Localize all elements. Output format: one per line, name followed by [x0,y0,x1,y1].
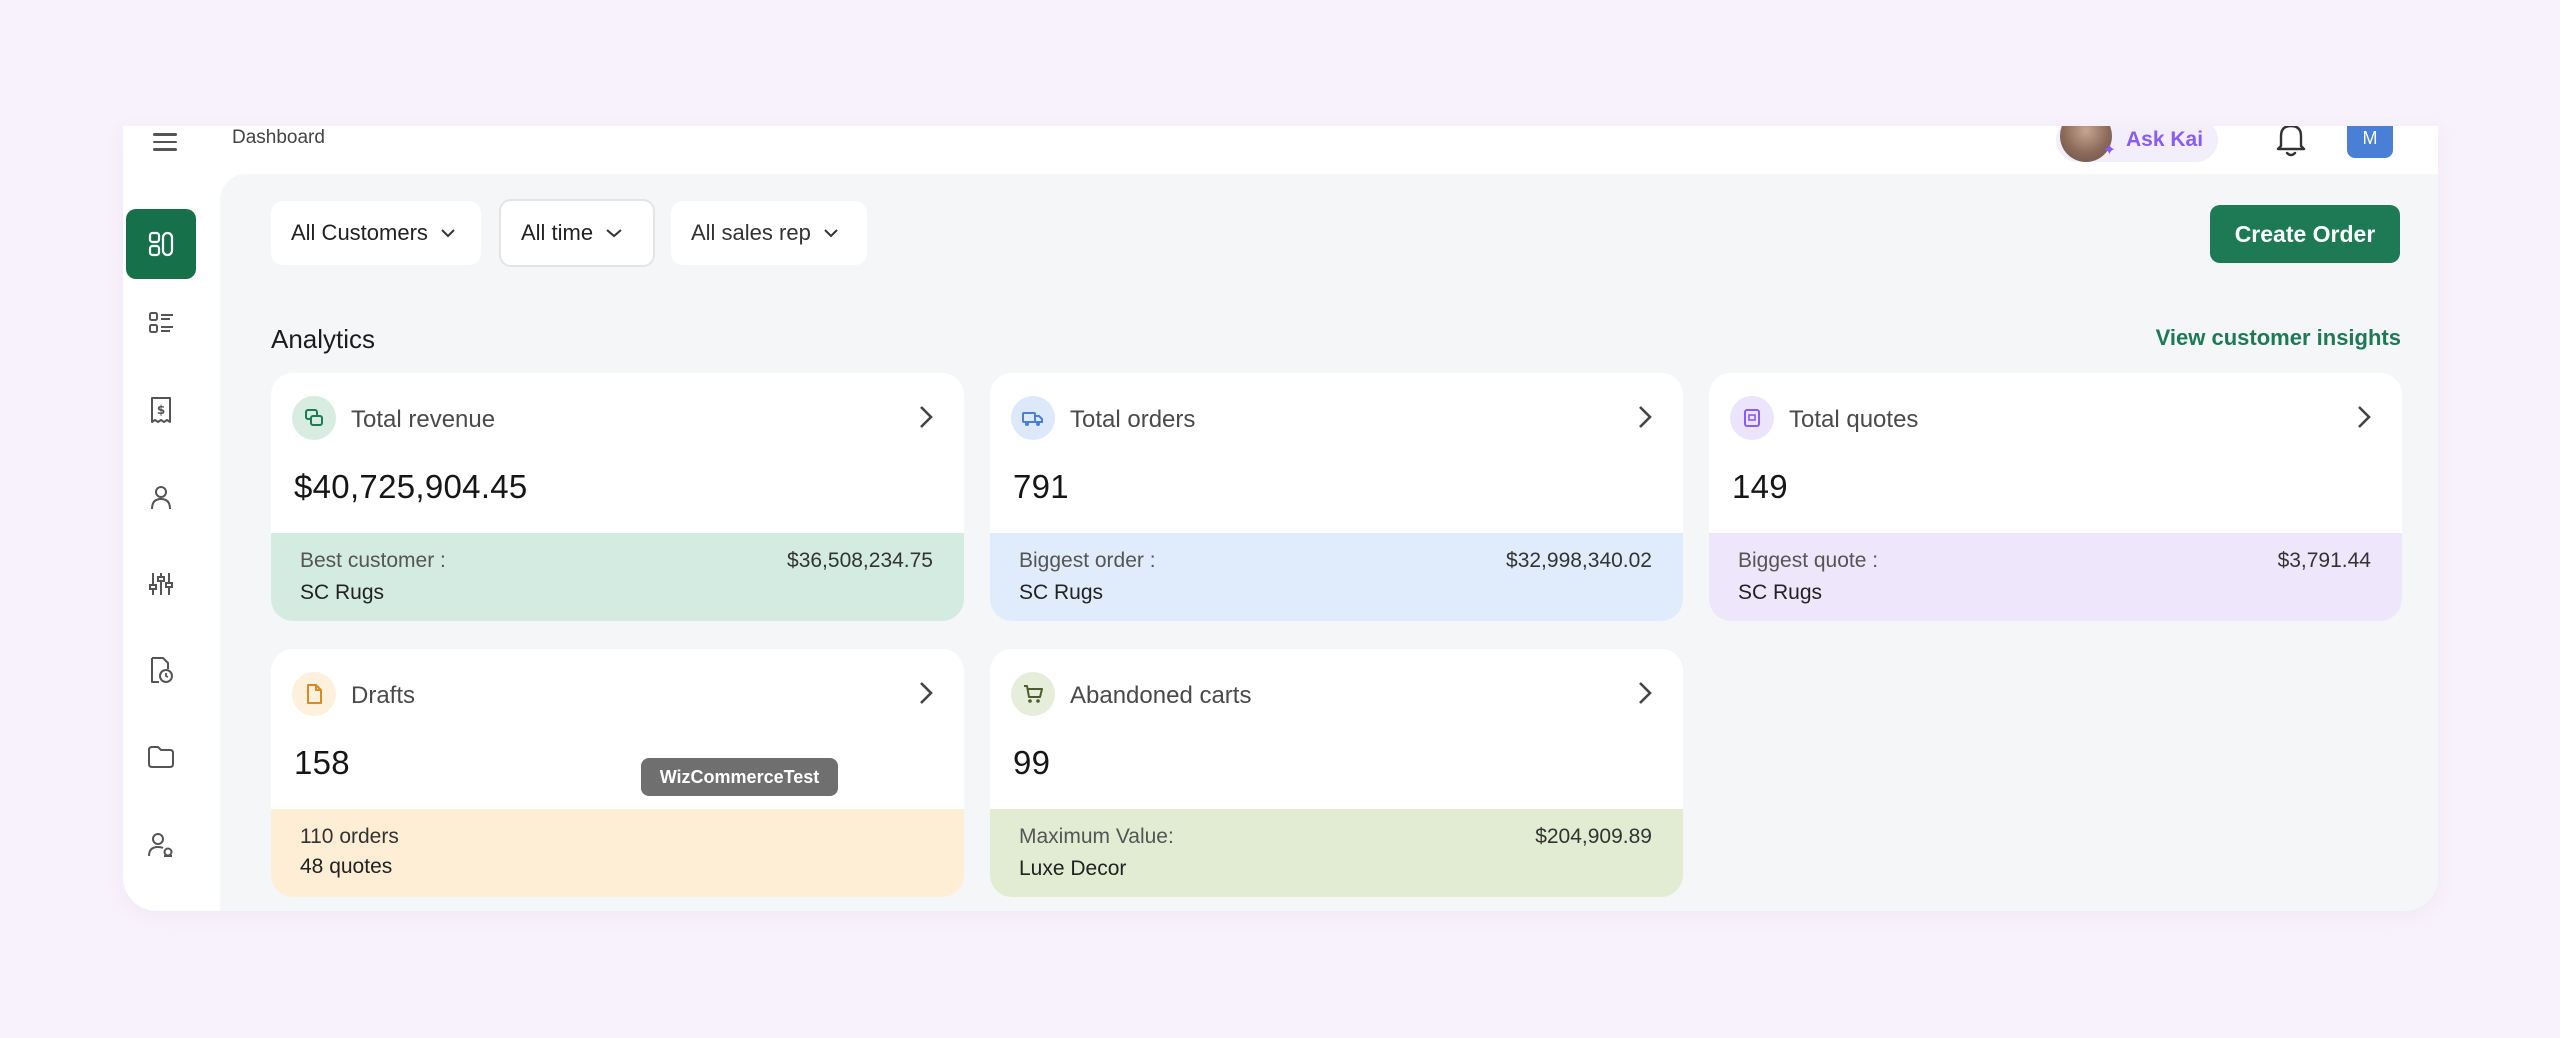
footer-label: Biggest quote : [1738,549,1879,572]
card-value: 158 [294,744,350,781]
customers-filter-label: All Customers [291,220,428,245]
bell-icon[interactable] [2273,126,2309,160]
footer-amount: $3,791.44 [2277,549,2371,572]
sidebar-item-reports[interactable] [126,635,196,705]
footer-quotes-count: 48 quotes [300,855,393,878]
footer-orders-count: 110 orders [300,825,399,848]
card-title: Abandoned carts [1070,682,1252,709]
card-footer: 110 orders 48 quotes [271,809,964,897]
sidebar-item-invoices[interactable]: $ [126,375,196,445]
chevron-right-icon [920,682,933,704]
total-quotes-card[interactable]: Total quotes 149 Biggest quote : SC Rugs… [1709,373,2402,621]
card-footer: Biggest quote : SC Rugs $3,791.44 [1709,533,2402,621]
sidebar-item-list[interactable] [126,288,196,358]
user-avatar[interactable]: M [2347,126,2393,158]
time-filter-label: All time [521,220,594,245]
footer-customer: SC Rugs [1738,581,1823,604]
tooltip: WizCommerceTest [641,758,838,796]
chevron-down-icon [441,229,455,238]
sales-rep-filter[interactable]: All sales rep [671,201,867,265]
card-title: Total revenue [351,406,496,433]
main-content: All Customers All time All sales rep Cre… [220,174,2438,911]
chevron-down-icon [824,229,838,238]
footer-customer: SC Rugs [1019,581,1104,604]
list-icon [149,312,173,333]
document-clock-icon [151,657,173,683]
footer-label: Best customer : [300,549,446,572]
customers-filter[interactable]: All Customers [271,201,481,265]
user-settings-icon [148,833,173,857]
sidebar-item-users[interactable] [126,810,196,880]
top-bar: Dashboard ✦ Ask Kai M [123,126,2438,174]
chevron-right-icon [1639,406,1652,428]
card-footer: Maximum Value: Luxe Decor $204,909.89 [990,809,1683,897]
card-footer: Best customer : SC Rugs $36,508,234.75 [271,533,964,621]
truck-icon [1011,396,1055,440]
svg-text:$: $ [157,403,165,417]
ask-kai-label: Ask Kai [2126,128,2204,151]
folder-icon [148,746,174,768]
footer-customer: Luxe Decor [1019,857,1127,880]
ask-kai-button[interactable]: ✦ Ask Kai [2056,126,2218,162]
grid-icon [148,231,174,257]
footer-amount: $36,508,234.75 [787,549,933,572]
user-icon [151,486,171,510]
cart-icon [1011,672,1055,716]
drafts-card[interactable]: Drafts 158 110 orders 48 quotes [271,649,964,897]
quote-icon [1730,396,1774,440]
card-value: 791 [1013,468,1069,505]
view-customer-insights-link[interactable]: View customer insights [2155,325,2401,350]
analytics-title: Analytics [271,324,376,354]
card-value: 99 [1013,744,1051,781]
card-value: 149 [1732,468,1788,505]
sidebar: $ [123,174,220,911]
total-orders-card[interactable]: Total orders 791 Biggest order : SC Rugs… [990,373,1683,621]
card-title: Total orders [1070,406,1196,433]
time-filter[interactable]: All time [499,199,655,267]
document-icon [292,672,336,716]
create-order-button[interactable]: Create Order [2210,205,2400,263]
footer-amount: $204,909.89 [1535,825,1652,848]
card-title: Drafts [351,682,416,709]
card-title: Total quotes [1789,406,1919,433]
sidebar-item-dashboard[interactable] [126,209,196,279]
app-window: Dashboard ✦ Ask Kai M [123,126,2438,911]
chevron-right-icon [1639,682,1652,704]
total-revenue-card[interactable]: Total revenue $40,725,904.45 Best custom… [271,373,964,621]
footer-customer: SC Rugs [300,581,385,604]
receipt-dollar-icon: $ [151,397,171,423]
revenue-icon [292,396,336,440]
sliders-icon [149,573,173,595]
card-footer: Biggest order : SC Rugs $32,998,340.02 [990,533,1683,621]
sidebar-item-customers[interactable] [126,462,196,532]
sidebar-item-settings[interactable] [126,549,196,619]
sales-rep-filter-label: All sales rep [691,220,811,245]
sidebar-item-files[interactable] [126,722,196,792]
ask-kai-avatar: ✦ [2060,126,2116,162]
footer-label: Maximum Value: [1019,825,1174,848]
footer-label: Biggest order : [1019,549,1156,572]
footer-amount: $32,998,340.02 [1506,549,1652,572]
chevron-down-icon [606,229,622,238]
breadcrumb: Dashboard [232,127,325,148]
card-value: $40,725,904.45 [294,468,528,505]
chevron-right-icon [920,406,933,428]
menu-icon[interactable] [150,128,180,156]
chevron-right-icon [2358,406,2371,428]
abandoned-carts-card[interactable]: Abandoned carts 99 Maximum Value: Luxe D… [990,649,1683,897]
sparkle-icon: ✦ [2102,142,2116,159]
